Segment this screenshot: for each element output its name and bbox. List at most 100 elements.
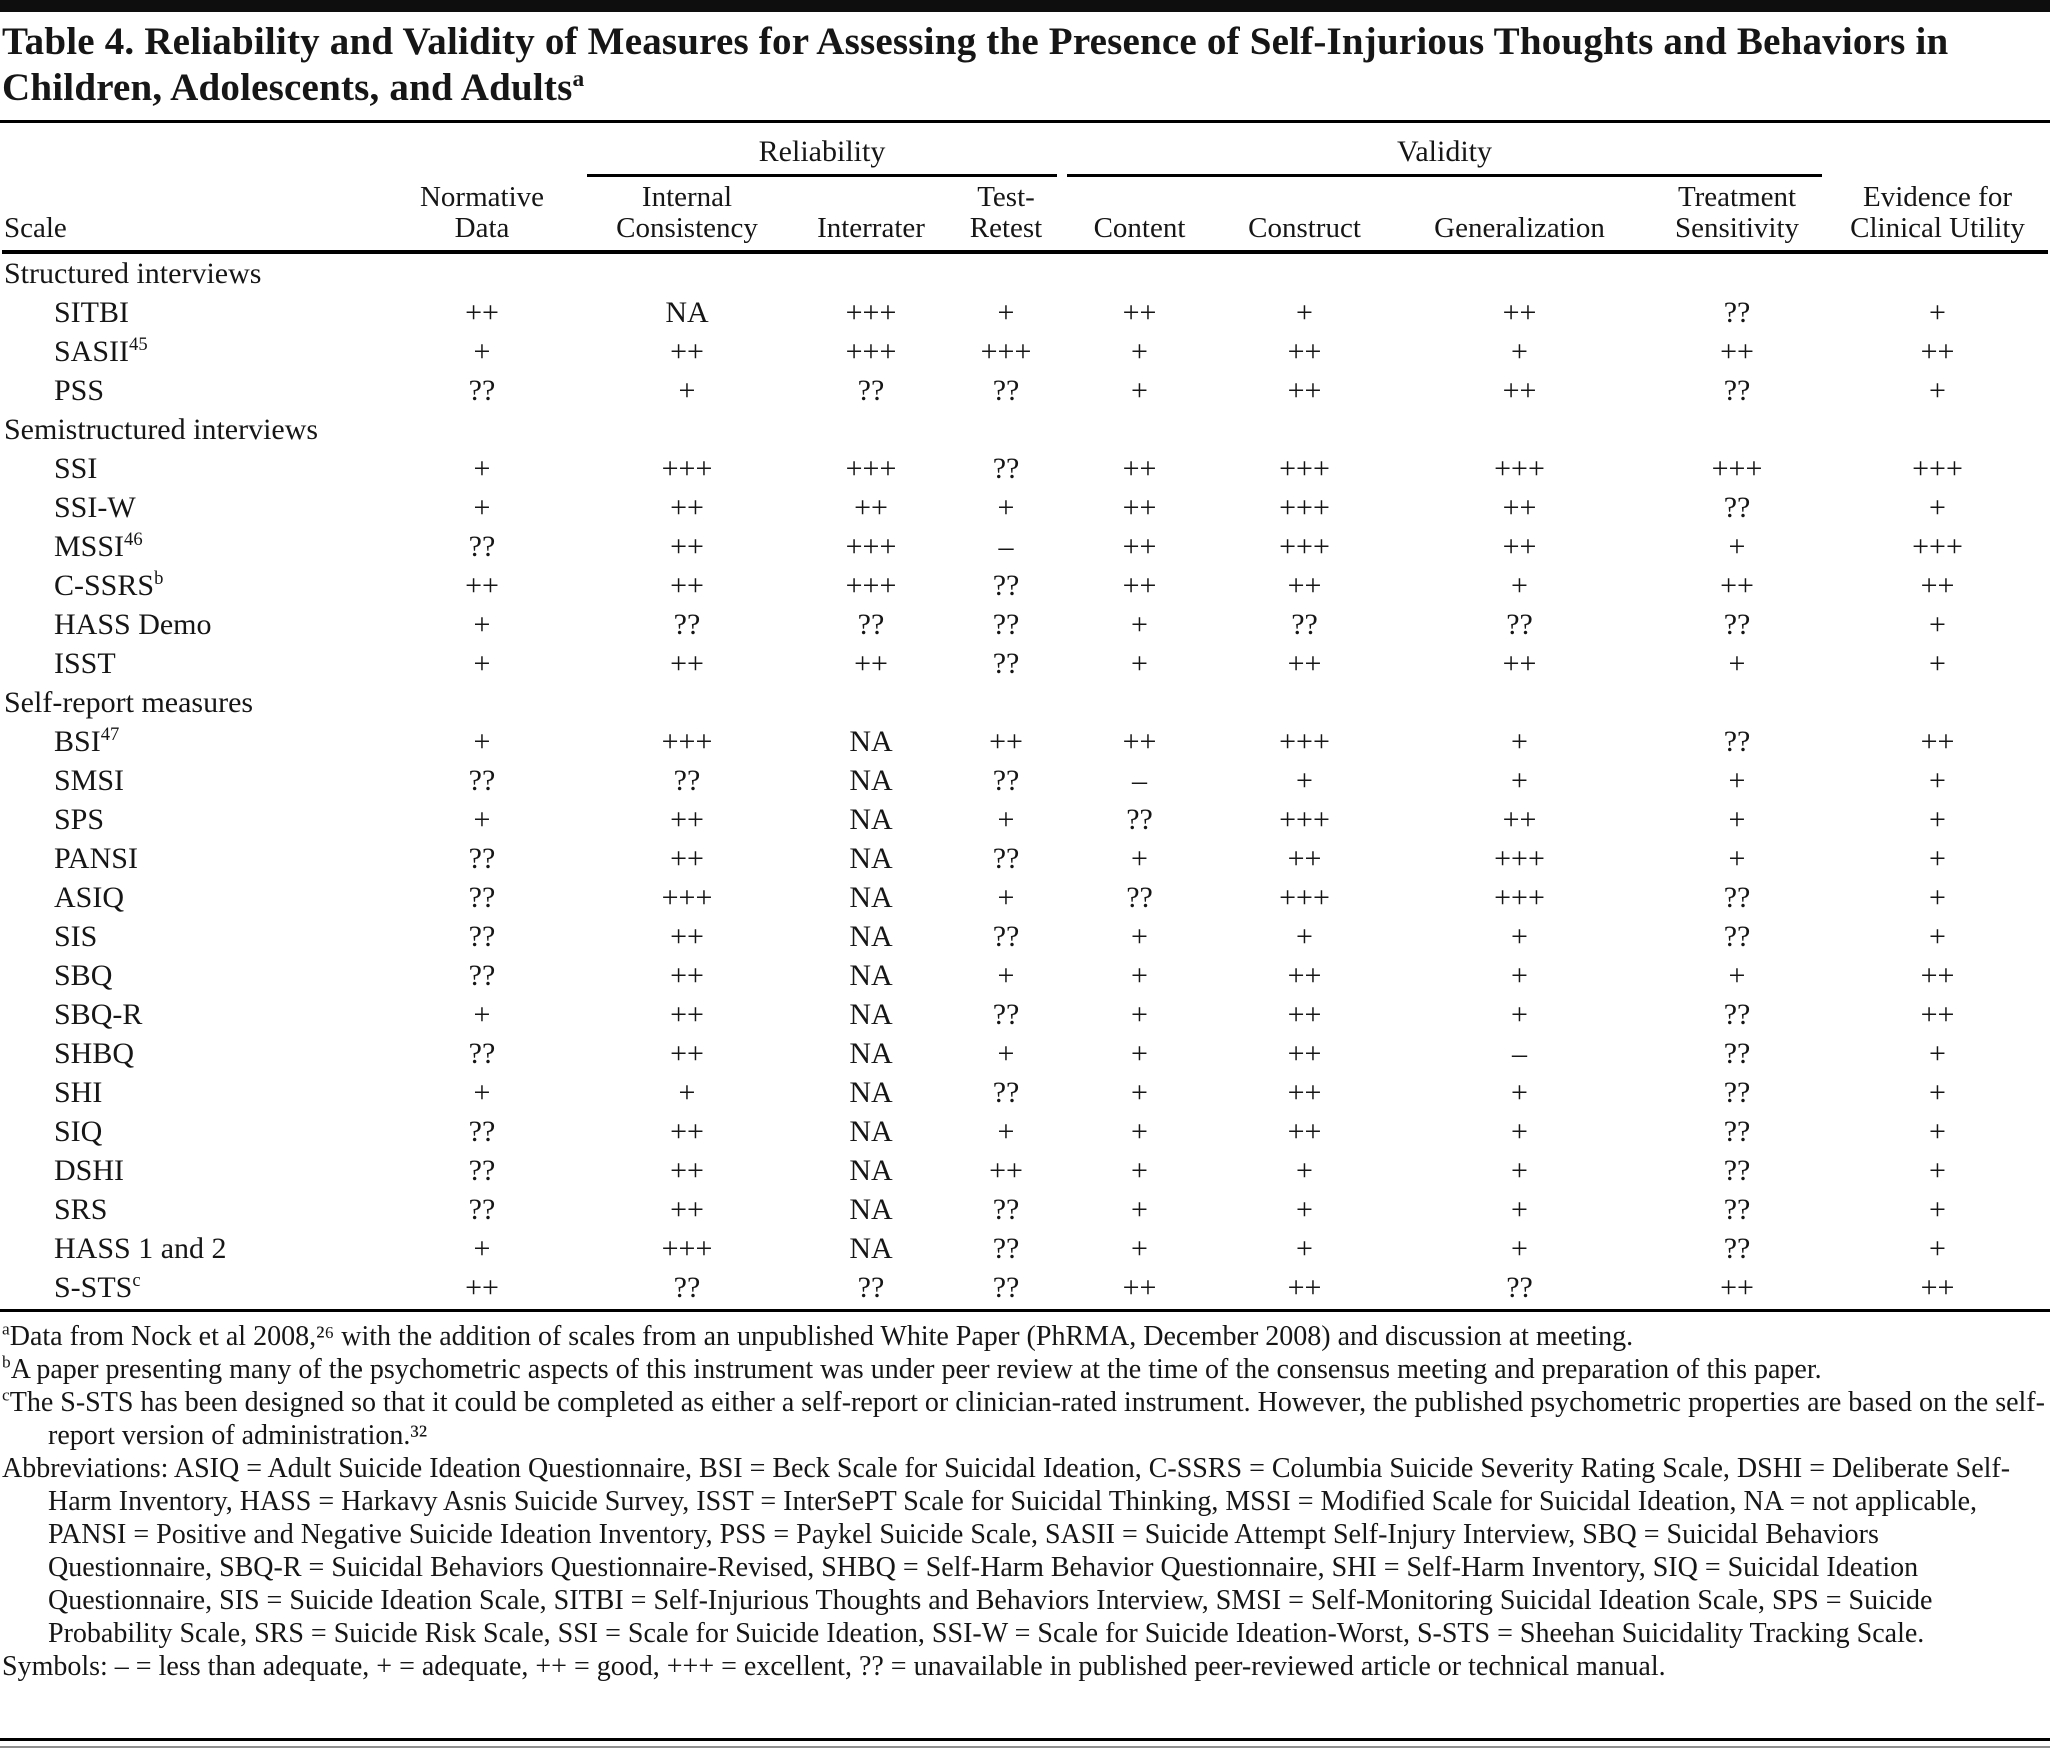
value-cell: + [1929, 1075, 1946, 1109]
value-cell: ?? [468, 529, 496, 563]
value-cell: + [1296, 919, 1313, 953]
value-cell: ++ [854, 646, 888, 680]
table-title: Table 4. Reliability and Validity of Mea… [0, 12, 2050, 120]
value-cell: + [1929, 919, 1946, 953]
scale-superscript: 47 [100, 723, 120, 745]
scale-superscript: 45 [129, 333, 148, 355]
value-cell: ++ [465, 1270, 499, 1304]
footnote-b: bA paper presenting many of the psychome… [2, 1353, 2046, 1386]
value-cell: NA [665, 295, 709, 329]
value-cell: ++ [1920, 334, 1955, 368]
table-row: SHI + + NA?? + ++ +?? + [2, 1073, 2048, 1112]
value-cell: + [1929, 841, 1946, 875]
column-header-line: Generalization [1434, 212, 1605, 244]
value-cell: + [1728, 802, 1746, 836]
value-cell: ?? [468, 1153, 496, 1187]
column-header-line: Construct [1248, 212, 1361, 244]
value-cell: + [1131, 919, 1148, 953]
value-cell: ?? [1723, 607, 1751, 641]
column-header-line: Interrater [817, 212, 925, 244]
value-cell: +++ [661, 724, 713, 758]
scale-cell: SITBI [2, 293, 382, 332]
value-cell: + [1131, 1036, 1148, 1070]
scale-name: SASII [54, 334, 130, 368]
value-cell: +++ [1279, 451, 1330, 485]
value-cell: ++ [1287, 958, 1322, 992]
value-cell: NA [849, 841, 893, 875]
value-cell: +++ [1494, 451, 1545, 485]
value-cell: ++ [1720, 568, 1754, 602]
value-cell: + [1511, 919, 1528, 953]
value-cell: ?? [468, 841, 496, 875]
column-header-line: Consistency [616, 212, 758, 244]
column-header: Normative Data [382, 178, 582, 254]
value-cell: + [1728, 763, 1746, 797]
scale-cell: PANSI [2, 839, 382, 878]
column-header: Test- Retest [950, 178, 1063, 254]
value-cell: + [1511, 997, 1528, 1031]
value-cell: + [1929, 880, 1946, 914]
scale-cell: SPS [2, 800, 382, 839]
value-cell: ?? [992, 841, 1020, 875]
footnote-abbreviations-text: Abbreviations: ASIQ = Adult Suicide Idea… [2, 1453, 2011, 1649]
value-cell: NA [849, 763, 893, 797]
value-cell: + [473, 490, 491, 524]
value-cell: + [1929, 373, 1946, 407]
value-cell: ++ [854, 490, 888, 524]
value-cell: ++ [1920, 1270, 1955, 1304]
value-cell: + [1929, 646, 1946, 680]
table-row: S-STSc ++?????? ++ ++?? ++ ++ [2, 1268, 2048, 1307]
value-cell: ?? [857, 607, 885, 641]
value-cell: + [1929, 1114, 1946, 1148]
scale-name: DSHI [54, 1153, 125, 1187]
value-cell: + [1511, 1114, 1528, 1148]
value-cell: + [1131, 1114, 1148, 1148]
value-cell: ++ [1287, 1075, 1322, 1109]
value-cell: ?? [1723, 490, 1751, 524]
validity-group-header: Validity [1062, 123, 1827, 178]
value-cell: NA [849, 958, 893, 992]
value-cell: + [1728, 529, 1746, 563]
value-cell: +++ [661, 880, 713, 914]
scale-cell: MSSI46 [2, 527, 382, 566]
value-cell: ?? [1723, 1075, 1751, 1109]
value-cell: + [1511, 1231, 1528, 1265]
value-cell: + [1929, 490, 1946, 524]
value-cell: ?? [1723, 997, 1751, 1031]
value-cell: + [473, 1231, 491, 1265]
table-row: C-SSRSb ++ ++ +++?? ++ ++ + ++ ++ [2, 566, 2048, 605]
value-cell: + [1511, 1192, 1528, 1226]
scale-name: ASIQ [54, 880, 125, 914]
table-row: PSS?? +???? + ++ ++?? + [2, 371, 2048, 410]
scale-cell: SBQ [2, 956, 382, 995]
scale-cell: HASS 1 and 2 [2, 1229, 382, 1268]
scale-cell: SSI-W [2, 488, 382, 527]
scale-superscript: c [132, 1269, 141, 1291]
value-cell: + [1131, 373, 1148, 407]
value-cell: NA [849, 997, 893, 1031]
scale-name: SBQ [54, 958, 113, 992]
value-cell: ++ [1122, 529, 1157, 563]
table-row: HASS Demo +?????? +?????? + [2, 605, 2048, 644]
footnote-b-text: A paper presenting many of the psychomet… [10, 1354, 1822, 1385]
scale-cell: SIQ [2, 1112, 382, 1151]
column-header-line: Content [1093, 212, 1186, 244]
table-row: ASIQ?? +++ NA +?? +++ +++?? + [2, 878, 2048, 917]
value-cell: ++ [670, 1153, 704, 1187]
value-cell: + [1511, 763, 1528, 797]
value-cell: + [1296, 763, 1313, 797]
value-cell: + [997, 1114, 1015, 1148]
column-header: Treatment Sensitivity [1647, 178, 1828, 254]
value-cell: + [1511, 568, 1528, 602]
value-cell: +++ [661, 1231, 713, 1265]
value-cell: + [473, 802, 491, 836]
value-cell: ++ [670, 802, 704, 836]
scale-cell: SBQ-R [2, 995, 382, 1034]
value-cell: + [1131, 841, 1148, 875]
value-cell: ++ [465, 568, 499, 602]
value-cell: +++ [1912, 529, 1963, 563]
value-cell: ?? [673, 607, 701, 641]
value-cell: ?? [992, 451, 1020, 485]
scale-name: PSS [54, 373, 105, 407]
column-header: Construct [1217, 178, 1393, 254]
